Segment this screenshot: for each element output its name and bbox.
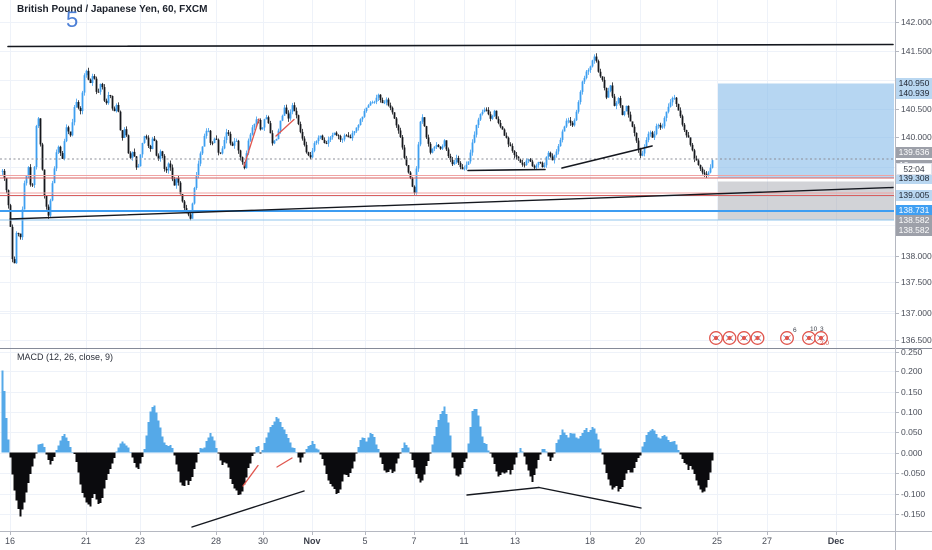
axis-tick-label: 137.000 xyxy=(901,308,932,318)
trendline[interactable] xyxy=(191,490,305,528)
trendline[interactable] xyxy=(561,145,653,169)
price-zone-box[interactable] xyxy=(718,181,894,220)
axis-tick-label: -0.150 xyxy=(901,509,926,519)
trendline[interactable] xyxy=(9,186,894,220)
time-tick-label: 23 xyxy=(134,536,146,546)
economic-event-flag-icon[interactable] xyxy=(737,331,751,345)
price-axis[interactable]: 142.000 141.500 140.500 140.000 138.000 137.5… xyxy=(896,0,932,531)
horizontal-lines xyxy=(0,158,894,221)
economic-event-flag-icon[interactable] xyxy=(709,331,723,345)
trendline[interactable] xyxy=(467,168,546,172)
axis-tick-label: -0.100 xyxy=(901,489,926,499)
trendline[interactable] xyxy=(466,486,540,496)
economic-event-flag-icon[interactable] xyxy=(780,331,794,345)
trendline[interactable] xyxy=(538,486,642,509)
axis-tick-label: 140.500 xyxy=(901,104,932,114)
event-count-badge: 2.0 xyxy=(820,340,829,347)
event-count-badge: 10 xyxy=(810,326,818,333)
price-label-chip: 140.950 xyxy=(896,77,932,89)
trendline[interactable] xyxy=(243,118,260,167)
time-tick-label: Nov xyxy=(303,536,321,546)
axis-tick-label: 0.000 xyxy=(901,448,923,458)
axis-tick-label: 137.500 xyxy=(901,277,932,287)
event-count-badge: 3 xyxy=(820,326,824,333)
event-count-badge: 6 xyxy=(793,327,797,334)
time-tick-label: 18 xyxy=(584,536,596,546)
price-trendlines xyxy=(7,43,894,220)
time-tick-label: 20 xyxy=(634,536,646,546)
time-tick-label: 21 xyxy=(80,536,92,546)
economic-event-flag-icon[interactable] xyxy=(722,331,737,345)
price-label-chip: 138.582 xyxy=(896,215,932,226)
projection-boxes xyxy=(718,83,894,220)
macd-indicator-label[interactable]: MACD (12, 26, close, 9) xyxy=(17,352,114,362)
trendline[interactable] xyxy=(242,464,259,487)
time-tick-label: 28 xyxy=(210,536,222,546)
economic-event-flag-icon[interactable] xyxy=(802,331,816,345)
axis-tick-label: 141.500 xyxy=(901,46,932,56)
time-tick-label: 11 xyxy=(459,536,469,546)
grid-layer xyxy=(0,0,895,531)
macd-trendlines xyxy=(191,457,642,528)
bar-countdown-timer: 52:04 xyxy=(896,163,932,175)
economic-events-layer: 6 10 3 2.0 xyxy=(709,326,829,347)
axis-tick-label: 142.000 xyxy=(901,17,932,27)
trendline[interactable] xyxy=(276,457,293,468)
trendline[interactable] xyxy=(275,118,295,137)
price-label-chip: 139.636 xyxy=(896,147,932,158)
axis-tick-label: -0.050 xyxy=(901,468,926,478)
time-axis[interactable]: 16 21 23 28 30 Nov 5 7 11 13 18 20 25 27 Dec xyxy=(0,532,932,550)
time-tick-label: 16 xyxy=(4,536,16,546)
time-tick-label: 30 xyxy=(257,536,269,546)
economic-event-flag-icon[interactable] xyxy=(814,331,828,345)
economic-event-flag-icon[interactable] xyxy=(750,331,765,345)
trendline[interactable] xyxy=(7,43,894,48)
time-tick-label: 27 xyxy=(761,536,773,546)
axis-tick-label: 140.000 xyxy=(901,132,932,142)
macd-histogram xyxy=(1,370,714,517)
time-tick-label: 13 xyxy=(509,536,521,546)
axis-tick-label: 138.000 xyxy=(901,251,932,261)
time-tick-label: Dec xyxy=(827,536,845,546)
candles-layer xyxy=(1,53,714,264)
price-label-chip: 139.308 xyxy=(896,172,932,184)
axis-tick-label: 0.150 xyxy=(901,387,923,397)
price-zone-box[interactable] xyxy=(718,83,894,178)
time-tick-label: 5 xyxy=(362,536,368,546)
time-tick-label: 7 xyxy=(411,536,417,546)
axis-tick-label: 0.200 xyxy=(901,366,923,376)
price-label-chip: 139.005 xyxy=(896,190,932,201)
axis-tick-label: 0.050 xyxy=(901,427,923,437)
axis-tick-label: 0.100 xyxy=(901,407,923,417)
axis-tick-label: 0.250 xyxy=(901,347,923,357)
text-annotation-5[interactable]: 5 xyxy=(66,7,79,32)
price-label-chip: 138.731 xyxy=(896,205,932,216)
price-label-chip: 140.939 xyxy=(896,87,932,99)
axis-tick-label: 136.500 xyxy=(901,335,932,345)
price-label-chip: 138.582 xyxy=(896,225,932,236)
time-tick-label: 25 xyxy=(711,536,723,546)
symbol-title: British Pound / Japanese Yen, 60, FXCM xyxy=(17,4,208,15)
